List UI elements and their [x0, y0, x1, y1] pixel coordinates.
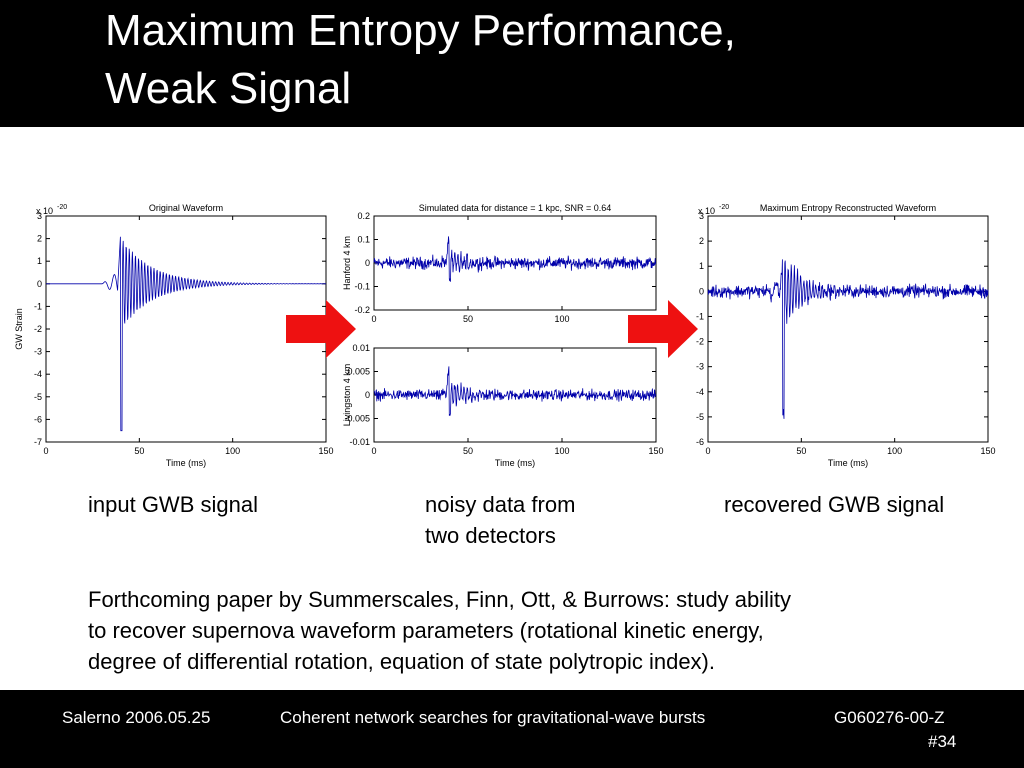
x-tick-label: 150	[980, 446, 995, 456]
y-tick-label: 2	[37, 234, 42, 244]
summary-paragraph: Forthcoming paper by Summerscales, Finn,…	[88, 584, 948, 677]
arrow-right-icon-shape	[628, 300, 698, 358]
y-tick-label: -0.01	[349, 437, 370, 447]
x-tick-label: 100	[225, 446, 240, 456]
plot-frame	[708, 216, 988, 442]
slide-title-line-1: Maximum Entropy Performance,	[105, 2, 736, 60]
y-tick-label: 0.01	[352, 343, 370, 353]
x-tick-label: 0	[705, 446, 710, 456]
caption-noisy-line-1: noisy data from	[425, 489, 575, 520]
y-multiplier-exponent: -20	[57, 204, 67, 211]
plot-title: Original Waveform	[149, 203, 223, 213]
footer-center: Coherent network searches for gravitatio…	[280, 708, 705, 728]
y-tick-label: 0	[365, 390, 370, 400]
caption-input: input GWB signal	[88, 489, 258, 520]
x-tick-label: 50	[463, 314, 473, 324]
y-tick-label: -7	[34, 437, 42, 447]
x-tick-label: 100	[554, 314, 569, 324]
y-tick-label: -4	[34, 369, 42, 379]
y-tick-label: 1	[699, 261, 704, 271]
y-tick-label: 0	[37, 279, 42, 289]
plot-frame	[46, 216, 326, 442]
plot-title: Maximum Entropy Reconstructed Waveform	[760, 203, 936, 213]
y-tick-label: -0.1	[354, 282, 370, 292]
x-tick-label: 0	[371, 446, 376, 456]
summary-line-2: to recover supernova waveform parameters…	[88, 615, 948, 646]
y-tick-label: 0	[365, 258, 370, 268]
y-tick-label: 1	[37, 256, 42, 266]
y-tick-label: -1	[696, 311, 704, 321]
y-tick-label: -0.2	[354, 305, 370, 315]
y-tick-label: 0.1	[357, 235, 370, 245]
y-tick-label: -6	[696, 437, 704, 447]
arrow-right-icon	[628, 300, 698, 358]
y-tick-label: 2	[699, 236, 704, 246]
x-tick-label: 150	[648, 446, 663, 456]
x-axis-label: Time (ms)	[828, 458, 868, 468]
y-tick-label: 0.2	[357, 211, 370, 221]
x-tick-label: 0	[43, 446, 48, 456]
y-tick-label: -2	[34, 324, 42, 334]
x-tick-label: 50	[463, 446, 473, 456]
y-tick-label: -3	[34, 347, 42, 357]
plot-title: Simulated data for distance = 1 kpc, SNR…	[419, 203, 612, 213]
x-tick-label: 50	[134, 446, 144, 456]
y-tick-label: -6	[34, 414, 42, 424]
x-tick-label: 100	[554, 446, 569, 456]
y-tick-label: -2	[696, 337, 704, 347]
y-tick-label: 0	[699, 286, 704, 296]
y-tick-label: -3	[696, 362, 704, 372]
y-tick-label: -1	[34, 301, 42, 311]
y-axis-label: GW Strain	[14, 308, 24, 350]
y-multiplier: x 10	[698, 206, 715, 216]
x-tick-label: 50	[796, 446, 806, 456]
summary-line-1: Forthcoming paper by Summerscales, Finn,…	[88, 584, 948, 615]
caption-noisy-line-2: two detectors	[425, 520, 575, 551]
y-multiplier: x 10	[36, 206, 53, 216]
slide-title: Maximum Entropy Performance, Weak Signal	[105, 2, 736, 118]
footer-right: G060276-00-Z	[834, 708, 945, 728]
hanford-plot: 0 50 100 0.2 0.1 0 -0.1 -0.2 Simulated data for …	[330, 198, 670, 332]
y-tick-label: -4	[696, 387, 704, 397]
x-tick-label: 0	[371, 314, 376, 324]
y-axis-label: Livingston 4 km	[342, 364, 352, 427]
slide-title-line-2: Weak Signal	[105, 60, 736, 118]
footer-page: #34	[928, 732, 956, 752]
x-tick-label: 100	[887, 446, 902, 456]
caption-noisy: noisy data from two detectors	[425, 489, 575, 551]
caption-recovered: recovered GWB signal	[724, 489, 944, 520]
footer-band: Salerno 2006.05.25 Coherent network sear…	[0, 690, 1024, 768]
caption-recovered-line: recovered GWB signal	[724, 489, 944, 520]
y-tick-label: -5	[34, 392, 42, 402]
footer-left: Salerno 2006.05.25	[62, 708, 210, 728]
x-axis-label: Time (ms)	[166, 458, 206, 468]
y-tick-label: -5	[696, 412, 704, 422]
caption-input-line: input GWB signal	[88, 489, 258, 520]
y-axis-label: Hanford 4 km	[342, 236, 352, 290]
summary-line-3: degree of differential rotation, equatio…	[88, 646, 948, 677]
x-axis-label: Time (ms)	[495, 458, 535, 468]
y-multiplier-exponent: -20	[719, 204, 729, 211]
